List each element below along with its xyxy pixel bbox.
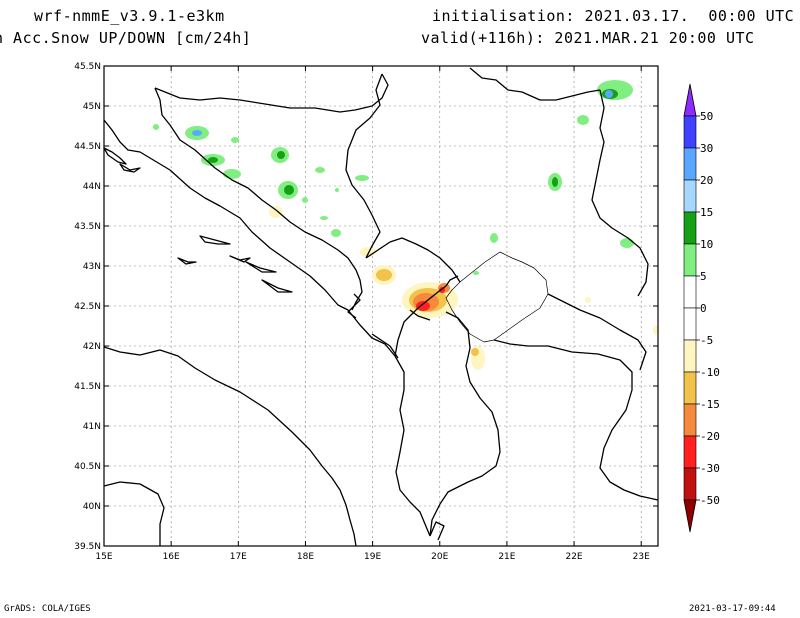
colorbar-label: -50 [700, 494, 720, 507]
field-title: n Acc.Snow UP/DOWN [cm/24h] [0, 29, 252, 47]
footer-credit: GrADS: COLA/IGES [4, 604, 91, 614]
colorbar-box [683, 435, 697, 469]
colorbar-box [683, 339, 697, 373]
lat-tick-label: 43.5N [74, 222, 101, 232]
map-grid [104, 66, 658, 546]
lon-tick-label: 21E [498, 552, 515, 562]
footer-timestamp: 2021-03-17-09:44 [689, 604, 776, 614]
colorbar-label: 15 [700, 206, 713, 219]
colorbar-top-arrow [683, 83, 697, 117]
colorbar-bottom-arrow [683, 499, 697, 533]
lon-tick-label: 15E [95, 552, 112, 562]
lon-tick-label: 19E [364, 552, 381, 562]
colorbar-label: 0 [700, 302, 707, 315]
lon-tick-label: 20E [431, 552, 448, 562]
colorbar-label: -5 [700, 334, 713, 347]
colorbar-box [683, 179, 697, 213]
colorbar-box [683, 243, 697, 277]
colorbar-box [683, 371, 697, 405]
lon-tick-label: 17E [230, 552, 247, 562]
colorbar-box [683, 403, 697, 437]
colorbar-label: 5 [700, 270, 707, 283]
model-title: wrf-nmmE_v3.9.1-e3km [34, 7, 225, 25]
lat-tick-label: 40N [83, 502, 101, 512]
lon-tick-label: 23E [633, 552, 650, 562]
lon-tick-label: 16E [163, 552, 180, 562]
colorbar-box [683, 275, 697, 309]
axis-ticks: 45.5N 45N 44.5N 44N 43.5N 43N 42.5N 42N 41.5N 41N… [74, 62, 658, 562]
colorbar-box [683, 147, 697, 181]
lat-tick-label: 42N [83, 342, 101, 352]
lon-tick-label: 22E [565, 552, 582, 562]
colorbar-box [683, 467, 697, 501]
lat-tick-label: 40.5N [74, 462, 101, 472]
colorbar-label: -15 [700, 398, 720, 411]
colorbar-box [683, 115, 697, 149]
colorbar-label: -30 [700, 462, 720, 475]
colorbar-label: 30 [700, 142, 713, 155]
colorbar-label: 10 [700, 238, 713, 251]
lat-tick-label: 42.5N [74, 302, 101, 312]
colorbar-box [683, 211, 697, 245]
lat-tick-label: 44N [83, 182, 101, 192]
lon-tick-label: 18E [297, 552, 314, 562]
lat-tick-label: 43N [83, 262, 101, 272]
lat-tick-label: 41.5N [74, 382, 101, 392]
lat-tick-label: 44.5N [74, 142, 101, 152]
lat-tick-label: 39.5N [74, 542, 101, 552]
lat-tick-label: 45.5N [74, 62, 101, 72]
valid-time: valid(+116h): 2021.MAR.21 20:00 UTC [421, 29, 755, 47]
lat-tick-label: 41N [83, 422, 101, 432]
colorbar-label: -20 [700, 430, 720, 443]
lat-tick-label: 45N [83, 102, 101, 112]
colorbar-label: 20 [700, 174, 713, 187]
init-time: initialisation: 2021.03.17. 00:00 UTC [432, 7, 795, 25]
colorbar-label: 50 [700, 110, 713, 123]
snow-field [153, 80, 659, 370]
coastlines-borders [103, 67, 659, 547]
colorbar-box [683, 307, 697, 341]
colorbar-label: -10 [700, 366, 720, 379]
